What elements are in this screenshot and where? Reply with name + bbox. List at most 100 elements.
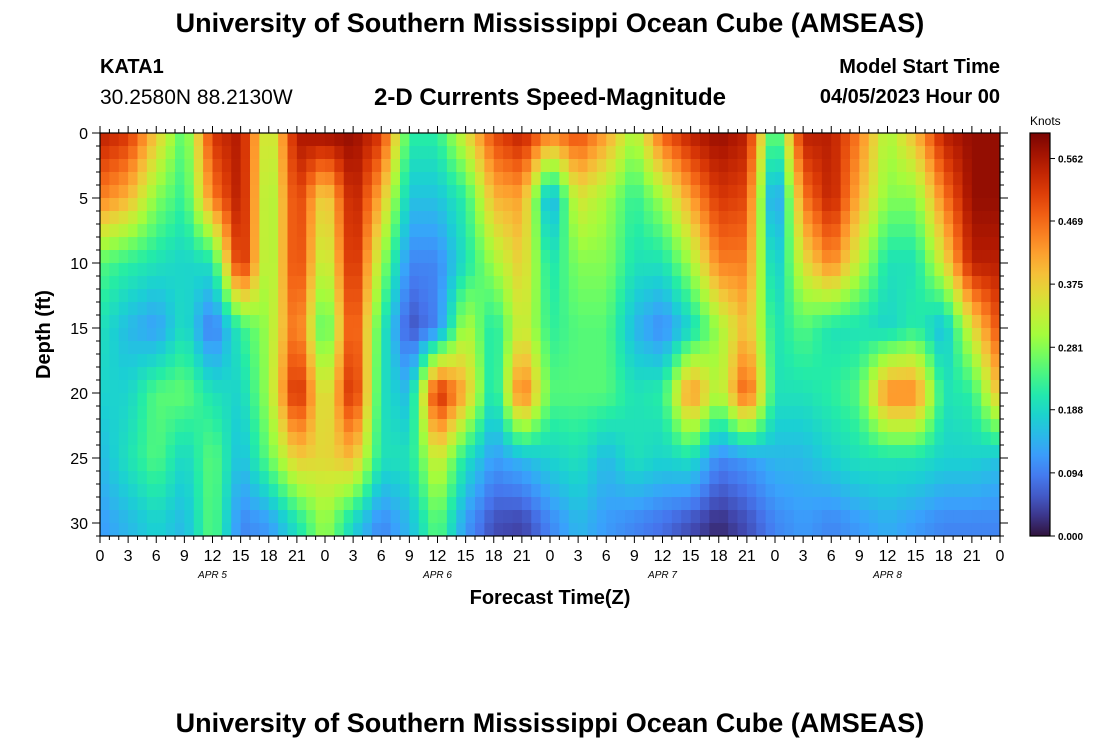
heatmap-cell xyxy=(334,198,345,212)
heatmap-cell xyxy=(287,406,298,420)
heatmap-cell xyxy=(146,445,157,459)
heatmap-cell xyxy=(662,419,673,433)
heatmap-cell xyxy=(484,133,495,147)
heatmap-cell xyxy=(456,237,467,251)
heatmap-cell xyxy=(850,289,860,303)
heatmap-cell xyxy=(878,393,888,407)
heatmap-cell xyxy=(615,471,626,485)
heatmap-cell xyxy=(671,458,682,472)
heatmap-cell xyxy=(240,497,251,511)
heatmap-cell xyxy=(596,250,607,264)
heatmap-cell xyxy=(700,380,710,394)
heatmap-cell xyxy=(175,328,185,342)
heatmap-cell xyxy=(662,445,673,459)
heatmap-cell xyxy=(250,497,260,511)
heatmap-cell xyxy=(456,211,467,225)
heatmap-cell xyxy=(268,276,279,290)
heatmap-cell xyxy=(634,159,645,173)
heatmap-cell xyxy=(971,315,982,329)
heatmap-cell xyxy=(156,263,167,277)
heatmap-cell xyxy=(259,263,270,277)
heatmap-cell xyxy=(231,328,242,342)
heatmap-cell xyxy=(362,341,373,355)
x-tick-label: 12 xyxy=(879,548,897,565)
x-tick-label: 15 xyxy=(232,548,250,565)
heatmap-cell xyxy=(953,250,963,264)
heatmap-cell xyxy=(578,354,588,368)
heatmap-cell xyxy=(156,458,167,472)
heatmap-cell xyxy=(821,523,832,537)
heatmap-cell xyxy=(953,341,963,355)
heatmap-cell xyxy=(568,523,579,537)
x-tick-label: 21 xyxy=(963,548,981,565)
heatmap-cell xyxy=(456,341,467,355)
heatmap-cell xyxy=(315,471,326,485)
heatmap-cell xyxy=(296,458,307,472)
heatmap-cell xyxy=(568,497,579,511)
heatmap-cell xyxy=(596,146,607,160)
heatmap-cell xyxy=(250,185,260,199)
heatmap-cell xyxy=(559,198,570,212)
heatmap-cell xyxy=(325,250,335,264)
heatmap-cell xyxy=(559,237,570,251)
heatmap-cell xyxy=(568,198,579,212)
heatmap-cell xyxy=(418,354,429,368)
heatmap-cell xyxy=(531,341,542,355)
heatmap-cell xyxy=(606,497,617,511)
heatmap-cell xyxy=(306,276,317,290)
heatmap-cell xyxy=(625,497,635,511)
heatmap-cell xyxy=(756,211,767,225)
heatmap-cell xyxy=(493,315,504,329)
heatmap-cell xyxy=(137,146,148,160)
heatmap-cell xyxy=(653,510,663,524)
heatmap-cell xyxy=(934,263,945,277)
heatmap-cell xyxy=(971,146,982,160)
heatmap-cell xyxy=(625,237,635,251)
heatmap-cell xyxy=(409,445,420,459)
heatmap-cell xyxy=(146,289,157,303)
heatmap-cell xyxy=(175,341,185,355)
heatmap-cell xyxy=(925,198,935,212)
heatmap-cell xyxy=(643,198,654,212)
heatmap-cell xyxy=(821,497,832,511)
heatmap-cell xyxy=(887,367,898,381)
heatmap-cell xyxy=(371,133,382,147)
heatmap-cell xyxy=(962,458,973,472)
heatmap-cell xyxy=(775,263,785,277)
heatmap-cell xyxy=(231,445,242,459)
heatmap-cell xyxy=(643,302,654,316)
heatmap-cell xyxy=(437,185,448,199)
heatmap-cell xyxy=(296,432,307,446)
heatmap-cell xyxy=(793,211,804,225)
heatmap-cell xyxy=(512,276,523,290)
heatmap-cell xyxy=(709,497,720,511)
heatmap-cell xyxy=(831,393,842,407)
heatmap-cell xyxy=(868,315,879,329)
heatmap-cell xyxy=(643,341,654,355)
heatmap-cell xyxy=(503,510,513,524)
heatmap-cell xyxy=(109,380,120,394)
heatmap-cell xyxy=(587,328,598,342)
heatmap-cell xyxy=(578,523,588,537)
heatmap-cell xyxy=(259,497,270,511)
heatmap-cell xyxy=(362,315,373,329)
heatmap-cell xyxy=(718,159,729,173)
heatmap-cell xyxy=(240,432,251,446)
heatmap-cell xyxy=(681,341,692,355)
heatmap-cell xyxy=(100,315,110,329)
heatmap-cell xyxy=(390,133,401,147)
heatmap-cell xyxy=(587,484,598,498)
heatmap-cell xyxy=(146,471,157,485)
heatmap-cell xyxy=(634,432,645,446)
heatmap-cell xyxy=(784,172,795,186)
heatmap-cell xyxy=(428,302,438,316)
heatmap-cell xyxy=(221,406,232,420)
heatmap-cell xyxy=(343,484,354,498)
heatmap-cell xyxy=(934,354,945,368)
heatmap-cell xyxy=(990,328,1001,342)
heatmap-cell xyxy=(812,146,823,160)
heatmap-cell xyxy=(868,380,879,394)
heatmap-cell xyxy=(306,185,317,199)
heatmap-cell xyxy=(381,224,392,238)
heatmap-cell xyxy=(259,224,270,238)
